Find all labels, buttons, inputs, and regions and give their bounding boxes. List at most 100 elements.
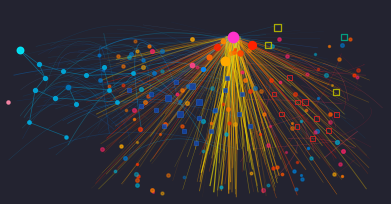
Point — [351, 74, 357, 77]
Point — [138, 104, 144, 108]
Point — [258, 90, 264, 93]
Point — [99, 68, 106, 71]
Point — [95, 53, 102, 56]
Point — [270, 167, 276, 170]
Point — [239, 92, 246, 95]
Point — [140, 59, 146, 62]
Point — [134, 50, 140, 53]
Point — [247, 89, 253, 93]
Point — [181, 129, 187, 132]
Point — [188, 64, 195, 67]
Point — [329, 84, 335, 87]
Point — [323, 73, 329, 76]
Point — [106, 88, 113, 91]
Point — [336, 57, 342, 60]
Point — [334, 141, 340, 144]
Point — [134, 141, 140, 144]
Point — [156, 132, 163, 135]
Point — [252, 86, 258, 90]
Point — [232, 47, 238, 51]
Point — [223, 132, 229, 135]
Point — [289, 121, 295, 124]
Point — [83, 74, 89, 77]
Point — [179, 124, 185, 127]
Point — [230, 35, 236, 38]
Point — [165, 96, 171, 100]
Point — [264, 184, 271, 187]
Point — [278, 113, 285, 116]
Point — [153, 109, 160, 112]
Point — [140, 65, 146, 69]
Point — [196, 100, 203, 104]
Point — [63, 135, 70, 138]
Point — [189, 37, 195, 40]
Point — [181, 175, 187, 178]
Point — [99, 147, 105, 150]
Point — [286, 76, 292, 79]
Point — [289, 127, 296, 130]
Point — [340, 150, 346, 153]
Point — [179, 89, 185, 92]
Point — [326, 44, 332, 48]
Point — [315, 96, 321, 100]
Point — [133, 172, 139, 175]
Point — [59, 70, 66, 73]
Point — [138, 87, 144, 90]
Point — [277, 80, 283, 83]
Point — [232, 123, 238, 126]
Point — [112, 170, 118, 173]
Point — [146, 44, 152, 48]
Point — [126, 55, 132, 58]
Point — [135, 174, 141, 177]
Point — [36, 63, 42, 66]
Point — [269, 44, 276, 48]
Point — [231, 50, 237, 53]
Point — [208, 129, 214, 132]
Point — [159, 69, 165, 72]
Point — [123, 108, 129, 111]
Point — [339, 174, 346, 177]
Point — [283, 150, 289, 153]
Point — [136, 127, 143, 130]
Point — [208, 122, 214, 125]
Point — [333, 90, 339, 93]
Point — [291, 169, 297, 173]
Point — [237, 51, 244, 55]
Point — [122, 156, 128, 159]
Point — [247, 125, 253, 128]
Point — [212, 109, 218, 112]
Point — [218, 186, 224, 189]
Point — [268, 79, 274, 82]
Point — [209, 86, 215, 89]
Point — [294, 125, 300, 128]
Point — [257, 132, 263, 136]
Point — [224, 76, 230, 79]
Point — [120, 83, 126, 86]
Point — [355, 68, 361, 72]
Point — [185, 85, 191, 88]
Point — [100, 66, 107, 69]
Point — [337, 162, 343, 165]
Point — [299, 177, 305, 180]
Point — [65, 85, 72, 88]
Point — [200, 120, 206, 123]
Point — [274, 26, 281, 29]
Point — [239, 71, 245, 74]
Point — [132, 39, 138, 43]
Point — [200, 149, 206, 152]
Point — [134, 162, 140, 166]
Point — [42, 76, 48, 79]
Point — [115, 54, 121, 58]
Point — [161, 125, 167, 128]
Point — [177, 113, 183, 116]
Point — [52, 96, 58, 100]
Point — [149, 50, 155, 53]
Point — [347, 37, 353, 41]
Point — [145, 94, 151, 97]
Point — [265, 143, 271, 146]
Point — [226, 121, 232, 124]
Point — [222, 60, 228, 63]
Point — [149, 189, 156, 192]
Point — [284, 54, 290, 57]
Point — [118, 144, 124, 147]
